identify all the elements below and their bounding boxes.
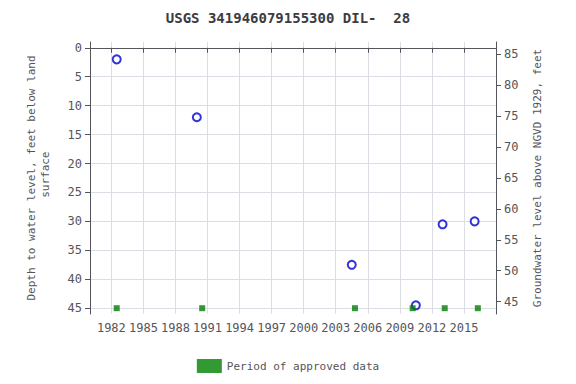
svg-text:70: 70 <box>504 140 518 154</box>
svg-text:1991: 1991 <box>193 321 222 335</box>
svg-text:10: 10 <box>68 99 82 113</box>
svg-text:50: 50 <box>504 264 518 278</box>
svg-text:Period of approved data: Period of approved data <box>227 360 379 373</box>
svg-text:1985: 1985 <box>129 321 158 335</box>
svg-text:1988: 1988 <box>161 321 190 335</box>
svg-text:2009: 2009 <box>385 321 414 335</box>
svg-text:0: 0 <box>75 41 82 55</box>
svg-text:60: 60 <box>504 202 518 216</box>
svg-text:2003: 2003 <box>321 321 350 335</box>
svg-text:45: 45 <box>68 301 82 315</box>
svg-text:30: 30 <box>68 214 82 228</box>
svg-text:75: 75 <box>504 109 518 123</box>
svg-text:USGS 341946079155300 DIL- 28: USGS 341946079155300 DIL- 28 <box>166 10 410 26</box>
svg-text:5: 5 <box>75 70 82 84</box>
svg-text:40: 40 <box>68 272 82 286</box>
svg-text:Groundwater level above NGVD 1: Groundwater level above NGVD 1929, feet <box>531 49 544 307</box>
svg-text:2015: 2015 <box>449 321 478 335</box>
svg-text:80: 80 <box>504 78 518 92</box>
svg-text:65: 65 <box>504 171 518 185</box>
svg-text:2006: 2006 <box>353 321 382 335</box>
svg-text:45: 45 <box>504 295 518 309</box>
svg-text:2012: 2012 <box>417 321 446 335</box>
svg-text:2000: 2000 <box>289 321 318 335</box>
svg-text:25: 25 <box>68 185 82 199</box>
svg-text:55: 55 <box>504 233 518 247</box>
svg-text:20: 20 <box>68 157 82 171</box>
svg-text:1997: 1997 <box>257 321 286 335</box>
svg-text:85: 85 <box>504 47 518 61</box>
svg-text:Depth to water level, feet bel: Depth to water level, feet below land <box>25 55 38 300</box>
svg-text:1982: 1982 <box>97 321 126 335</box>
svg-text:15: 15 <box>68 128 82 142</box>
svg-text:1994: 1994 <box>225 321 254 335</box>
svg-text:surface: surface <box>39 152 52 205</box>
svg-text:35: 35 <box>68 243 82 257</box>
